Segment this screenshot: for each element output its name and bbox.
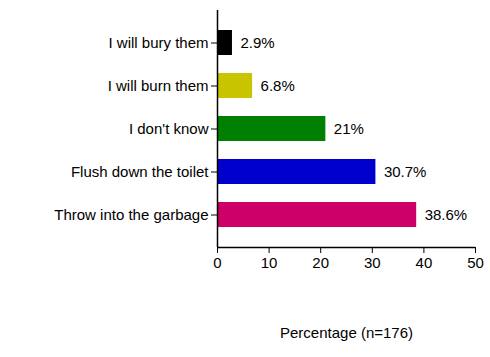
svg-text:10: 10 — [261, 254, 278, 271]
svg-text:Percentage (n=176): Percentage (n=176) — [280, 324, 413, 341]
svg-text:20: 20 — [312, 254, 329, 271]
svg-text:I don't know: I don't know — [129, 120, 209, 137]
svg-text:30: 30 — [364, 254, 381, 271]
svg-text:0: 0 — [213, 254, 221, 271]
svg-text:Throw into the garbage: Throw into the garbage — [54, 206, 208, 223]
svg-text:21%: 21% — [334, 120, 364, 137]
svg-text:50: 50 — [467, 254, 484, 271]
svg-text:Flush down the toilet: Flush down the toilet — [71, 163, 209, 180]
svg-text:2.9%: 2.9% — [240, 34, 274, 51]
svg-text:I will bury them: I will bury them — [108, 34, 208, 51]
svg-text:38.6%: 38.6% — [425, 206, 468, 223]
svg-text:I will burn them: I will burn them — [108, 77, 209, 94]
svg-text:30.7%: 30.7% — [384, 163, 427, 180]
svg-text:6.8%: 6.8% — [261, 77, 295, 94]
svg-text:40: 40 — [416, 254, 433, 271]
